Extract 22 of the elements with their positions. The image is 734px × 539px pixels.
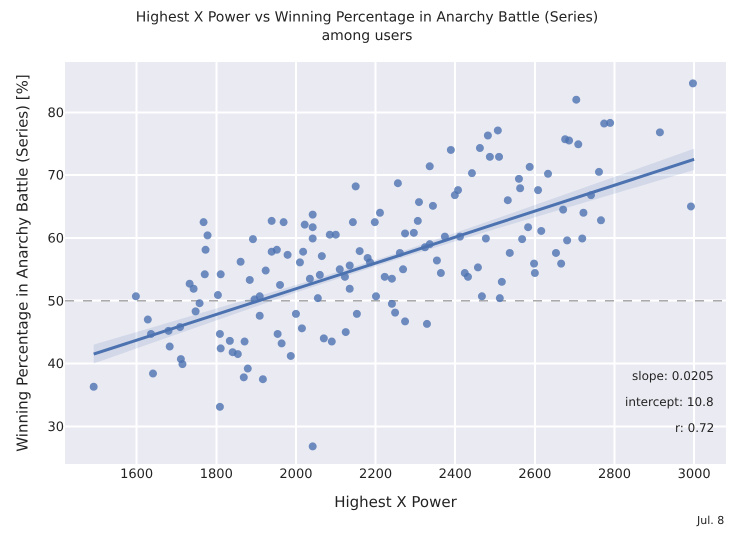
x-tick-label: 1800	[200, 467, 233, 482]
chart-subtitle: among users	[322, 28, 412, 44]
x-tick-label: 2400	[438, 467, 472, 482]
x-tick-label: 2200	[359, 467, 392, 482]
annotation: r: 0.72	[675, 421, 714, 435]
y-tick-label: 70	[47, 168, 64, 184]
x-tick-label: 2600	[518, 467, 552, 482]
x-axis-title: Highest X Power	[334, 493, 458, 511]
text: Jul. 8	[696, 514, 724, 527]
y-tick-label: 40	[47, 357, 64, 372]
y-tick-label: 60	[47, 231, 64, 246]
x-tick-label: 3000	[678, 467, 711, 482]
y-tick-label: 80	[47, 106, 64, 121]
annotation: slope: 0.0205	[632, 369, 714, 383]
y-tick-label: 50	[47, 294, 64, 310]
x-tick-label: 2000	[279, 467, 312, 482]
y-tick-label: 30	[47, 420, 64, 435]
annotation: intercept: 10.8	[625, 395, 714, 409]
x-tick-label: 2800	[598, 467, 632, 482]
chart-title: Highest X Power vs Winning Percentage in Anarchy Battle (Series)	[136, 10, 598, 26]
y-axis-title: Winning Percentage in Anarchy Battle (Series) [%]	[14, 74, 32, 452]
x-tick-label: 1600	[120, 467, 154, 482]
